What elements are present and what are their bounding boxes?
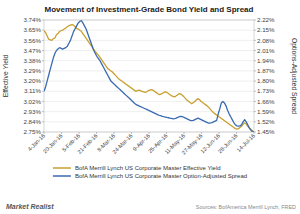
legend-swatch [53,175,71,177]
y-tick-label: 3.65% [23,26,41,33]
y-tick [42,91,44,92]
x-tick [219,132,220,134]
y2-tick-label: 2.15% [257,26,275,33]
x-tick [254,132,255,134]
y2-tick-label: 1.59% [257,108,275,115]
x-tick-label: 21-Feb-16 [76,132,98,154]
y-tick-label: 3.20% [23,77,41,84]
x-tick [61,132,62,134]
series-group [44,21,254,132]
y2-tick [254,20,256,21]
x-tick-label: 14-Jul-16 [235,132,256,153]
y2-tick [254,50,256,51]
grid [44,20,254,132]
y-tick [42,50,44,51]
y2-tick-label: 1.94% [257,57,275,64]
y-tick [42,60,44,61]
x-tick [44,132,45,134]
grid-line [44,60,254,61]
y-tick-label: 3.74% [23,16,41,23]
series-line [44,25,254,132]
y2-tick-label: 1.52% [257,118,275,125]
legend-label: BofA Merrill Lynch US Corporate Master O… [75,173,247,179]
grid-line [44,81,254,82]
x-tick [201,132,202,134]
x-tick [236,132,237,134]
y-tick-label: 2.75% [23,128,41,135]
y2-tick [254,30,256,31]
legend: BofA Merrill Lynch US Corporate Master E… [53,165,247,179]
y2-tick-label: 1.66% [257,98,275,105]
y2-tick [254,101,256,102]
y2-tick [254,70,256,71]
y-tick-label: 3.47% [23,47,41,54]
x-tick [184,132,185,134]
plot-frame [44,20,254,132]
y2-axis: 1.45% 1.52% 1.59% 1.66% 1.73% 1.80% 1.87% 1.94%… [254,16,298,135]
y-axis: 2.75% 2.84% 2.93% 3.02% 3.11% 3.20% 3.29% 3.38%… [2,16,44,135]
grid-line [44,30,254,31]
y2-tick-label: 2.08% [257,37,275,44]
y-tick [42,101,44,102]
y-tick [42,81,44,82]
x-tick [149,132,150,134]
y2-axis-label: Options-Adjusted Spread [290,38,298,114]
y-tick-label: 3.38% [23,57,41,64]
annotation: Market Realist [6,203,54,210]
y2-tick-label: 1.87% [257,67,275,74]
y2-tick [254,81,256,82]
y-tick-label: 3.56% [23,37,41,44]
x-tick [131,132,132,134]
y-axis-label: Effective Yield [2,54,9,97]
y2-tick-label: 2.22% [257,16,275,23]
x-tick [96,132,97,134]
x-tick-label: 28-Jun-16 [217,132,239,154]
grid-line [44,40,254,41]
y-tick [42,111,44,112]
y-tick-label: 2.93% [23,108,41,115]
y2-tick [254,121,256,122]
y2-tick-label: 1.45% [257,128,275,135]
y-tick [42,20,44,21]
legend-label: BofA Merrill Lynch US Corporate Master E… [75,165,221,171]
title: Movement of Investment-Grade Bond Yield … [45,5,254,14]
grid-line [44,50,254,51]
legend-swatch [53,167,71,169]
y2-tick-label: 1.73% [257,87,275,94]
x-tick [79,132,80,134]
y2-tick [254,111,256,112]
y-tick-label: 3.02% [23,98,41,105]
y-tick [42,70,44,71]
chart: Movement of Investment-Grade Bond Yield … [0,0,300,214]
grid-line [44,111,254,112]
y2-tick [254,91,256,92]
y-tick-label: 3.11% [24,87,42,94]
grid-line [44,70,254,71]
y-tick [42,121,44,122]
x-tick [114,132,115,134]
y-tick [42,40,44,41]
y2-tick [254,40,256,41]
y-tick [42,30,44,31]
grid-line [44,121,254,122]
series-line [44,21,254,132]
y-tick-label: 3.29% [23,67,41,74]
annotation: Sources: BofAmerica Merrill Lynch, FRED [196,204,296,210]
x-tick-label: 24-Mar-16 [111,132,133,154]
y-tick-label: 2.84% [23,118,41,125]
x-tick [166,132,167,134]
x-axis: 4-Jan-1620-Jan-165-Feb-1621-Feb-168-Mar-… [26,132,256,156]
y2-tick-label: 2.01% [257,47,275,54]
y2-tick-label: 1.80% [257,77,275,84]
y2-tick [254,60,256,61]
x-tick-label: 20-Jan-16 [42,132,64,154]
